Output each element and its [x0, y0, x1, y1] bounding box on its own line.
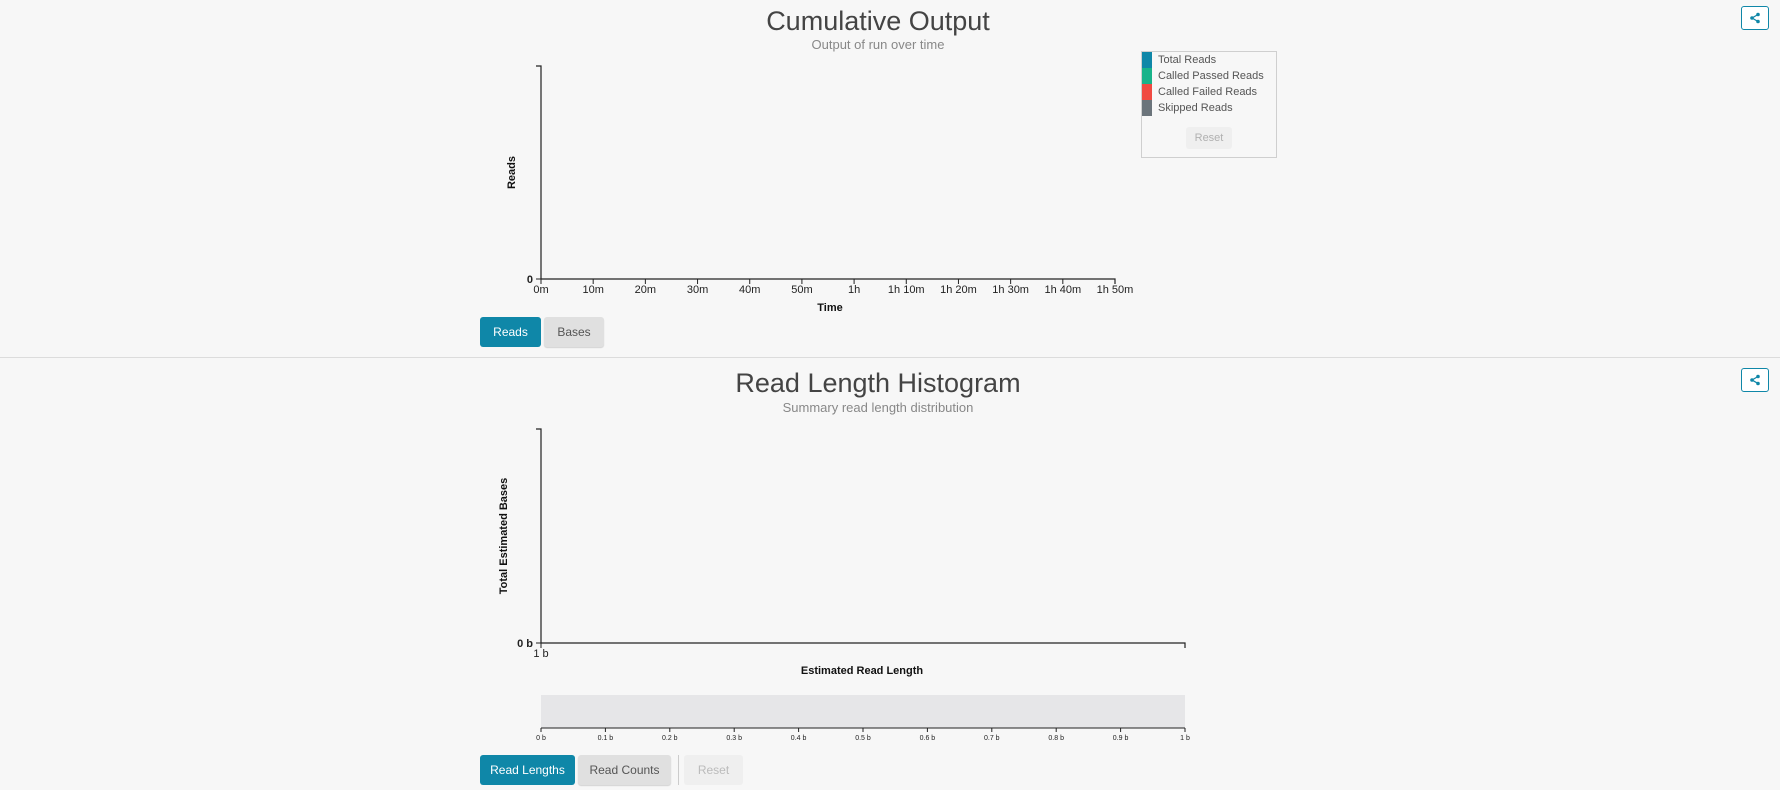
- brush-tick-label: 0.2 b: [662, 735, 678, 742]
- legend-swatch: [1142, 52, 1152, 68]
- x-tick-label: 10m: [582, 284, 603, 296]
- x-tick-label: 1h 50m: [1097, 284, 1134, 296]
- reset-button[interactable]: Reset: [684, 755, 743, 785]
- x-tick-label: 0m: [533, 284, 548, 296]
- range-brush: [541, 695, 1185, 728]
- brush-tick-label: 0.9 b: [1113, 735, 1129, 742]
- x-tick-label: 30m: [687, 284, 708, 296]
- x-tick-label: 40m: [739, 284, 760, 296]
- brush-tick-label: 0.3 b: [726, 735, 742, 742]
- legend-swatch: [1142, 68, 1152, 84]
- chart-axes: [536, 65, 1116, 284]
- x-tick-label: 1h 20m: [940, 284, 977, 296]
- y-tick-label: 0 b: [517, 638, 533, 650]
- brush-tick-label: 0.1 b: [598, 735, 614, 742]
- legend-item-called-passed-reads[interactable]: Called Passed Reads: [1142, 68, 1264, 84]
- brush-tick-label: 0.4 b: [791, 735, 807, 742]
- brush-tick-label: 0.7 b: [984, 735, 1000, 742]
- section-divider: [0, 357, 1780, 358]
- read-lengths-toggle-button[interactable]: Read Lengths: [480, 755, 575, 785]
- chart-title: Read Length Histogram: [735, 368, 1021, 398]
- legend-swatch: [1142, 100, 1152, 116]
- x-tick-label: 20m: [635, 284, 656, 296]
- read-length-histogram-panel: Read Length Histogram Summary read lengt…: [0, 358, 1780, 790]
- x-tick-label: 1h 40m: [1044, 284, 1081, 296]
- chart-subtitle: Summary read length distribution: [782, 400, 974, 415]
- y-axis-title: Total Estimated Bases: [498, 478, 510, 595]
- legend-item-called-failed-reads[interactable]: Called Failed Reads: [1142, 84, 1257, 100]
- brush-tick-label: 0.8 b: [1048, 735, 1064, 742]
- chart-title: Cumulative Output: [766, 6, 990, 36]
- x-tick-label: 1h 30m: [992, 284, 1029, 296]
- legend-label: Called Failed Reads: [1158, 86, 1258, 98]
- legend-swatch: [1142, 84, 1152, 100]
- share-icon: [1750, 12, 1760, 24]
- chart-subtitle: Output of run over time: [811, 37, 945, 52]
- share-button[interactable]: [1741, 6, 1769, 30]
- read-counts-toggle-button[interactable]: Read Counts: [578, 755, 671, 785]
- x-tick-label: 50m: [791, 284, 812, 296]
- button-separator: [678, 755, 679, 785]
- legend-label: Total Reads: [1158, 54, 1217, 66]
- share-icon: [1750, 374, 1760, 386]
- x-tick-label: 1h 10m: [888, 284, 925, 296]
- brush-tick-label: 1 b: [1180, 735, 1190, 742]
- legend-label: Called Passed Reads: [1158, 70, 1264, 82]
- cumulative-output-panel: Cumulative Output Output of run over tim…: [0, 0, 1780, 357]
- legend-reset-button[interactable]: Reset: [1186, 127, 1232, 149]
- x-axis-title: Time: [817, 302, 842, 314]
- legend-item-skipped-reads[interactable]: Skipped Reads: [1142, 100, 1233, 116]
- x-axis-title: Estimated Read Length: [801, 665, 924, 677]
- x-tick-label: 1 b: [533, 648, 548, 660]
- chart-axes: [536, 428, 1186, 648]
- brush-tick-label: 0.5 b: [855, 735, 871, 742]
- legend-label: Skipped Reads: [1158, 102, 1233, 114]
- legend-item-total-reads[interactable]: Total Reads: [1142, 52, 1216, 68]
- share-button[interactable]: [1741, 368, 1769, 392]
- brush-tick-label: 0.6 b: [920, 735, 936, 742]
- y-axis-title: Reads: [506, 156, 518, 189]
- cumulative-output-chart: 0m 10m 20m 30m 40m 50m 1h 1h 10m 1h 20m 1h 30m 1h …: [506, 65, 1134, 314]
- brush-tick-label: 0 b: [536, 735, 546, 742]
- reads-toggle-button[interactable]: Reads: [480, 317, 541, 347]
- bases-toggle-button[interactable]: Bases: [544, 317, 604, 347]
- chart-legend: Total Reads Called Passed Reads Called F…: [1141, 51, 1277, 158]
- x-tick-label: 1h: [848, 284, 860, 296]
- y-tick-label: 0: [527, 274, 533, 286]
